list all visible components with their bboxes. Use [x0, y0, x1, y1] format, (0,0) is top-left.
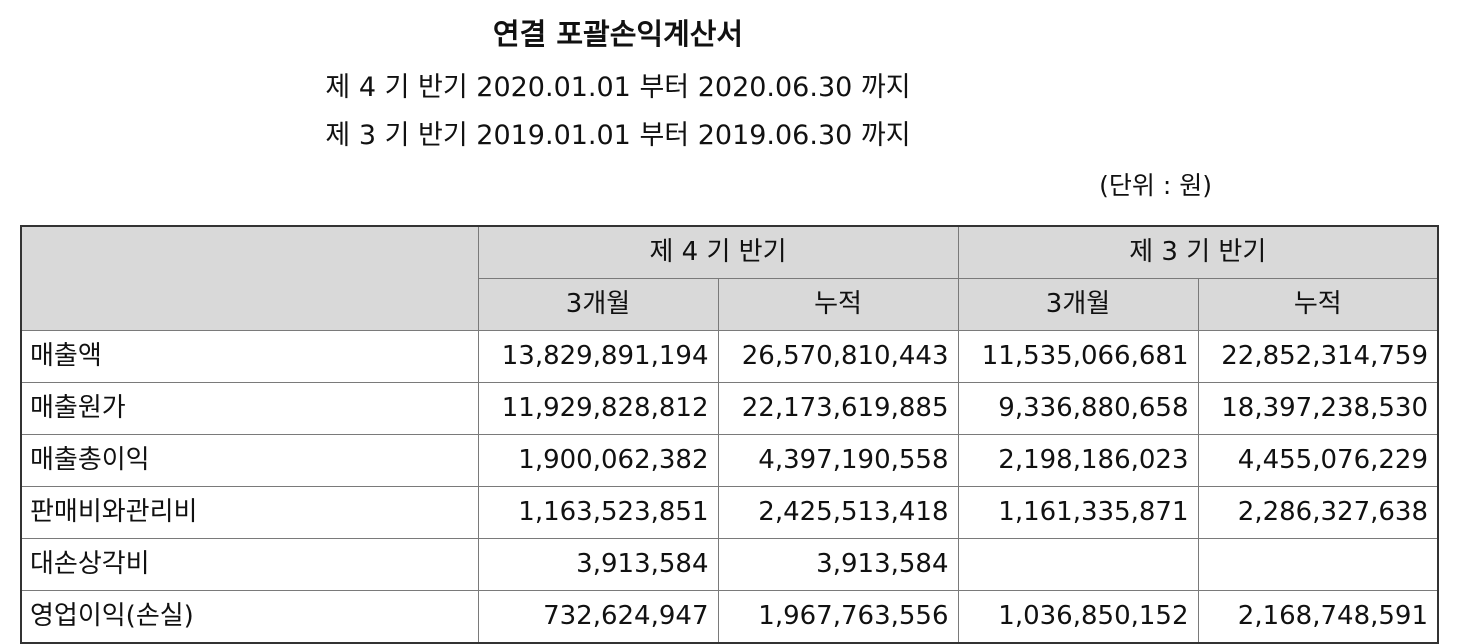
- cell-value: 13,829,891,194: [477, 330, 719, 383]
- header-period-prior: 제 3 기 반기: [957, 225, 1439, 279]
- cell-value: 2,168,748,591: [1197, 590, 1439, 644]
- cell-value: 11,535,066,681: [957, 330, 1199, 383]
- row-label: 매출원가: [20, 382, 479, 435]
- cell-value: 11,929,828,812: [477, 382, 719, 435]
- header-prior-cumulative: 누적: [1197, 278, 1439, 331]
- table-row: 영업이익(손실) 732,624,947 1,967,763,556 1,036…: [20, 590, 1439, 644]
- cell-value: 3,913,584: [477, 538, 719, 591]
- header-blank-cell: [20, 225, 479, 331]
- cell-value: 9,336,880,658: [957, 382, 1199, 435]
- table-row: 판매비와관리비 1,163,523,851 2,425,513,418 1,16…: [20, 486, 1439, 539]
- table-row: 매출총이익 1,900,062,382 4,397,190,558 2,198,…: [20, 434, 1439, 487]
- cell-value: 4,455,076,229: [1197, 434, 1439, 487]
- cell-value: 2,286,327,638: [1197, 486, 1439, 539]
- cell-value: 22,852,314,759: [1197, 330, 1439, 383]
- unit-label: (단위 : 원): [1099, 171, 1212, 200]
- cell-value: 1,967,763,556: [717, 590, 959, 644]
- header-row-groups: 제 4 기 반기 제 3 기 반기: [20, 225, 1439, 331]
- table-row: 매출액 13,829,891,194 26,570,810,443 11,535…: [20, 330, 1439, 383]
- income-statement-table: 제 4 기 반기 제 3 기 반기 3개월 누적 3개월 누적 매출액 13,8…: [20, 225, 1439, 644]
- cell-value: [957, 538, 1199, 591]
- cell-value: 22,173,619,885: [717, 382, 959, 435]
- cell-value: [1197, 538, 1439, 591]
- cell-value: 26,570,810,443: [717, 330, 959, 383]
- cell-value: 3,913,584: [717, 538, 959, 591]
- header-current-3months: 3개월: [477, 278, 719, 331]
- cell-value: 18,397,238,530: [1197, 382, 1439, 435]
- cell-value: 4,397,190,558: [717, 434, 959, 487]
- row-label: 매출총이익: [20, 434, 479, 487]
- statement-title: 연결 포괄손익계산서: [492, 17, 744, 51]
- row-label: 매출액: [20, 330, 479, 383]
- cell-value: 1,163,523,851: [477, 486, 719, 539]
- cell-value: 1,036,850,152: [957, 590, 1199, 644]
- cell-value: 1,161,335,871: [957, 486, 1199, 539]
- cell-value: 2,425,513,418: [717, 486, 959, 539]
- header-period-current: 제 4 기 반기: [477, 225, 959, 279]
- cell-value: 732,624,947: [477, 590, 719, 644]
- row-label: 대손상각비: [20, 538, 479, 591]
- table-row: 매출원가 11,929,828,812 22,173,619,885 9,336…: [20, 382, 1439, 435]
- period-current: 제 4 기 반기 2020.01.01 부터 2020.06.30 까지: [325, 72, 911, 103]
- header-row-subs: 3개월 누적 3개월 누적: [21, 278, 1439, 331]
- header-current-cumulative: 누적: [717, 278, 959, 331]
- row-label: 영업이익(손실): [20, 590, 479, 644]
- row-label: 판매비와관리비: [20, 486, 479, 539]
- cell-value: 1,900,062,382: [477, 434, 719, 487]
- table-row: 대손상각비 3,913,584 3,913,584: [20, 538, 1439, 591]
- cell-value: 2,198,186,023: [957, 434, 1199, 487]
- header-prior-3months: 3개월: [957, 278, 1199, 331]
- period-prior: 제 3 기 반기 2019.01.01 부터 2019.06.30 까지: [325, 120, 911, 151]
